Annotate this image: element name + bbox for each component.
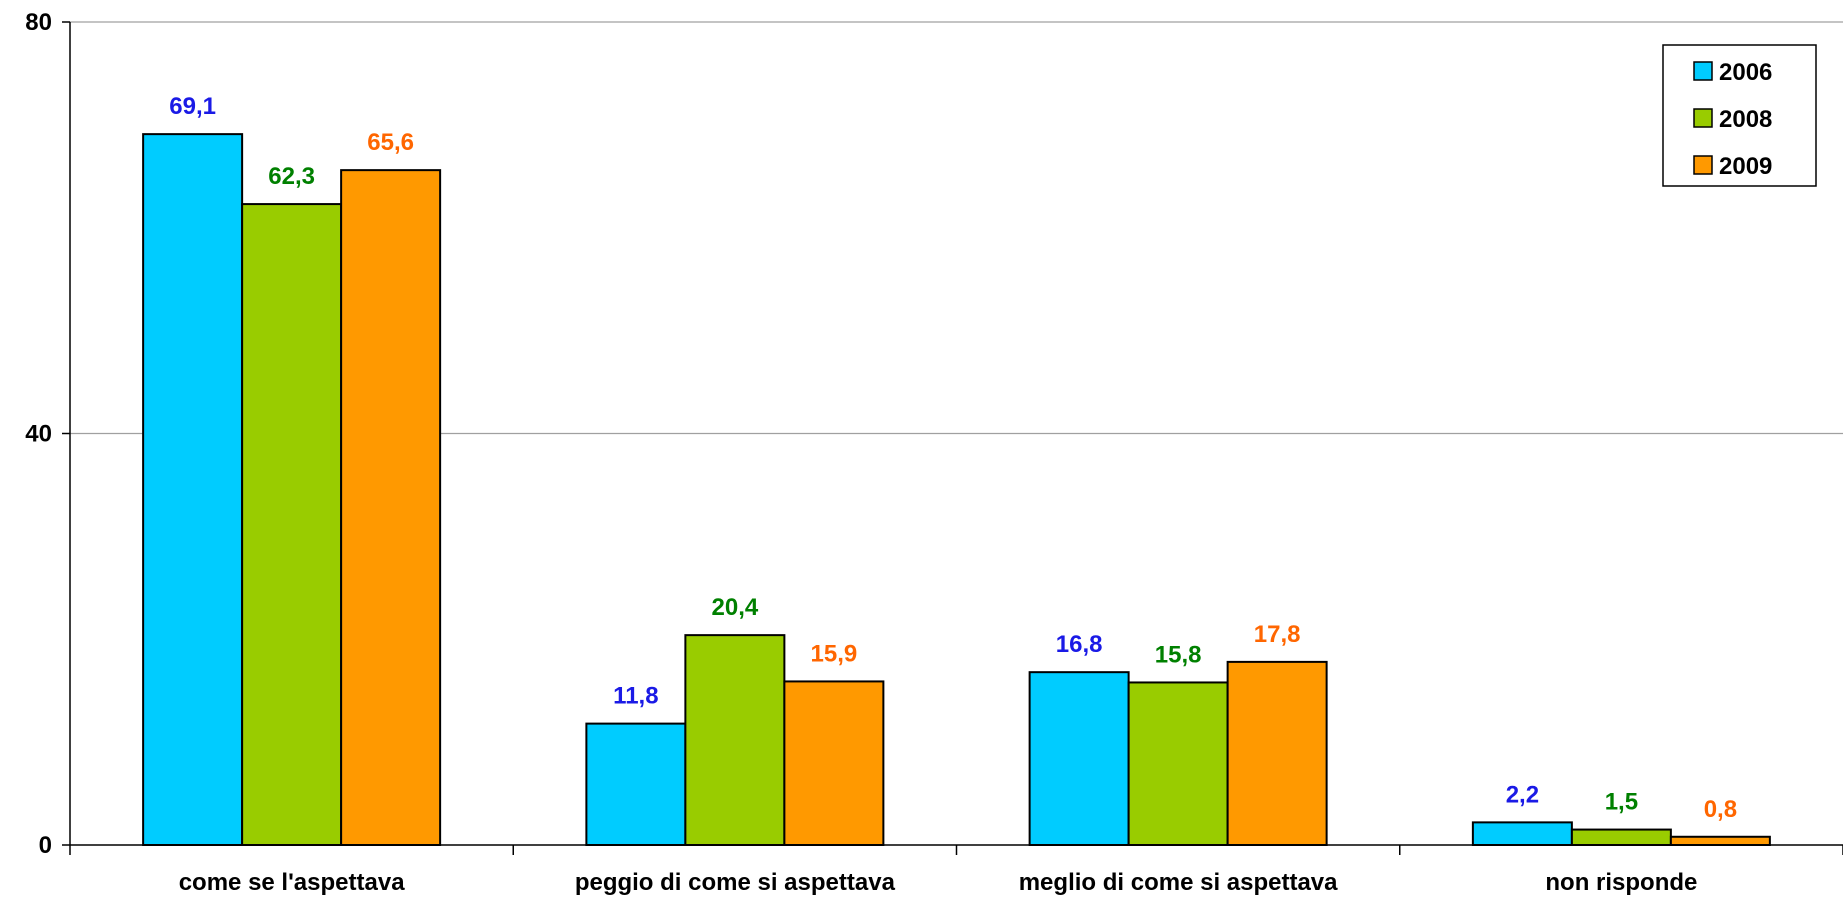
data-label-2008-4: 1,5 bbox=[1605, 789, 1638, 816]
legend-box bbox=[1662, 44, 1817, 187]
legend-label-2008: 2008 bbox=[1719, 106, 1772, 133]
bar-2006-4 bbox=[1471, 821, 1573, 846]
data-label-2008-2: 20,4 bbox=[712, 594, 759, 621]
data-label-2009-1: 65,6 bbox=[367, 129, 414, 156]
legend: 2006 2008 2009 bbox=[1662, 44, 1817, 187]
bar-2009-2 bbox=[783, 680, 885, 847]
x-category-label: peggio di come si aspettava bbox=[575, 869, 896, 896]
data-label-2009-2: 15,9 bbox=[811, 640, 858, 667]
bars bbox=[142, 133, 1771, 847]
bar-2008-3 bbox=[1127, 681, 1229, 847]
bar-2008-2 bbox=[684, 634, 786, 847]
legend-swatch-2008 bbox=[1693, 108, 1713, 128]
legend-label-2006: 2006 bbox=[1719, 59, 1772, 86]
data-label-2009-3: 17,8 bbox=[1254, 621, 1301, 648]
bar-2006-1 bbox=[142, 133, 244, 847]
data-label-2009-4: 0,8 bbox=[1704, 796, 1737, 823]
legend-swatch-2009 bbox=[1693, 155, 1713, 175]
bar-2008-4 bbox=[1570, 828, 1672, 846]
bar-2009-1 bbox=[340, 169, 442, 846]
data-label-2006-1: 69,1 bbox=[169, 93, 216, 120]
data-label-2006-2: 11,8 bbox=[613, 683, 658, 710]
x-category-label: meglio di come si aspettava bbox=[1019, 869, 1338, 896]
x-category-label: come se l'aspettava bbox=[179, 869, 405, 896]
bar-2009-4 bbox=[1669, 835, 1771, 847]
data-label-2008-3: 15,8 bbox=[1155, 641, 1202, 668]
data-label-2006-3: 16,8 bbox=[1056, 631, 1103, 658]
x-category-label: non risponde bbox=[1545, 869, 1697, 896]
bar-2008-1 bbox=[241, 203, 343, 846]
legend-swatch-2006 bbox=[1693, 61, 1713, 81]
data-labels: 69,1 62,3 65,6 11,8 20,4 15,9 16,8 15,8 17,8 2,2 1… bbox=[169, 93, 1737, 823]
y-tick-label: 0 bbox=[39, 832, 52, 859]
bar-2009-3 bbox=[1226, 660, 1328, 846]
bar-2006-2 bbox=[585, 722, 687, 846]
bar-2006-3 bbox=[1028, 671, 1130, 846]
data-label-2008-1: 62,3 bbox=[268, 163, 315, 190]
legend-label-2009: 2009 bbox=[1719, 153, 1772, 180]
data-label-2006-4: 2,2 bbox=[1506, 781, 1539, 808]
y-tick-label: 40 bbox=[25, 421, 52, 448]
y-tick-label: 80 bbox=[25, 9, 52, 36]
